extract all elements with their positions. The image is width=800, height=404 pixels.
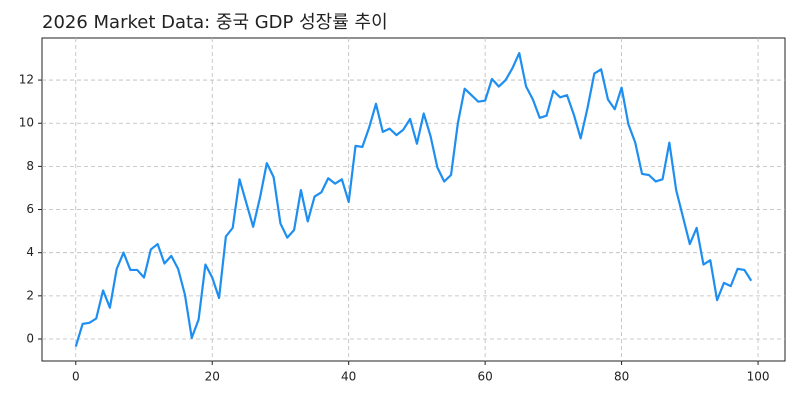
x-tick-label: 20	[205, 370, 220, 384]
plot-frame	[41, 37, 786, 362]
x-tick-label: 40	[341, 370, 356, 384]
y-tick-label: 2	[26, 288, 34, 302]
y-tick-label: 6	[26, 202, 34, 216]
line	[74, 52, 753, 347]
y-tick-label: 8	[26, 159, 34, 173]
x-tick-label: 80	[614, 370, 629, 384]
x-tick-label: 60	[477, 370, 492, 384]
y-tick-label: 10	[19, 116, 34, 130]
y-tick-label: 0	[26, 331, 34, 345]
y-tick-label: 4	[26, 245, 34, 259]
chart-title: 2026 Market Data: 중국 GDP 성장률 추이	[42, 12, 388, 33]
y-tick-label: 12	[19, 73, 34, 87]
x-tick-label: 0	[72, 370, 80, 384]
x-tick-label: 100	[747, 370, 770, 384]
